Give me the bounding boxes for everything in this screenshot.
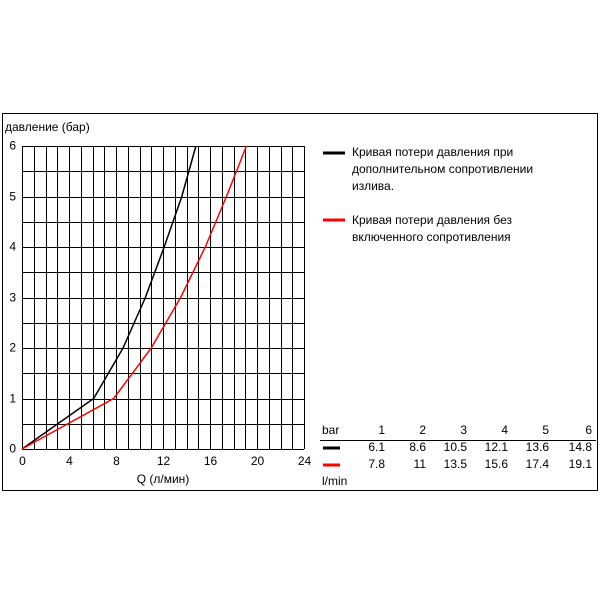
legend-entry: Кривая потери давления при дополнительно… bbox=[352, 145, 534, 193]
y-tick-label: 4 bbox=[9, 240, 16, 254]
table-cell: 17.4 bbox=[526, 457, 550, 471]
table-header: 2 bbox=[419, 423, 426, 437]
x-tick-label: 20 bbox=[251, 454, 265, 468]
data-line bbox=[21, 145, 248, 450]
y-tick-label: 3 bbox=[9, 291, 16, 305]
y-tick-label: 2 bbox=[9, 341, 16, 355]
table-cell: 19.1 bbox=[569, 457, 593, 471]
table-cell: 14.8 bbox=[569, 440, 593, 454]
x-tick-label: 16 bbox=[204, 454, 218, 468]
table-header: 6 bbox=[585, 423, 592, 437]
table-header: 5 bbox=[542, 423, 549, 437]
table-header: 4 bbox=[501, 423, 508, 437]
x-tick-label: 8 bbox=[113, 454, 120, 468]
data-line bbox=[21, 145, 197, 450]
x-axis-label: Q (л/мин) bbox=[137, 472, 190, 486]
x-tick-label: 24 bbox=[298, 454, 312, 468]
table-cell: 10.5 bbox=[444, 440, 468, 454]
x-tick-label: 4 bbox=[66, 454, 73, 468]
table-cell: 11 bbox=[414, 457, 427, 471]
table-cell: 7.8 bbox=[368, 457, 385, 471]
table-footer-label: l/min bbox=[322, 474, 347, 488]
y-axis-label: давление (бар) bbox=[5, 120, 90, 134]
table-header: 1 bbox=[378, 423, 385, 437]
x-tick-label: 12 bbox=[157, 454, 171, 468]
table-cell: 15.6 bbox=[485, 457, 509, 471]
y-tick-label: 6 bbox=[9, 139, 16, 153]
table-cell: 8.6 bbox=[409, 440, 426, 454]
table-cell: 6.1 bbox=[368, 440, 385, 454]
table-cell: 13.5 bbox=[444, 457, 468, 471]
y-tick-label: 5 bbox=[9, 190, 16, 204]
frame bbox=[2, 113, 598, 491]
table-header: 3 bbox=[460, 423, 467, 437]
y-tick-label: 1 bbox=[9, 392, 16, 406]
y-tick-label: 0 bbox=[9, 442, 16, 456]
x-tick-label: 0 bbox=[19, 454, 26, 468]
table-cell: 13.6 bbox=[526, 440, 550, 454]
table-cell: 12.1 bbox=[485, 440, 509, 454]
table-header-label: bar bbox=[322, 423, 339, 437]
legend-entry: Кривая потери давления без включенного с… bbox=[352, 213, 513, 244]
